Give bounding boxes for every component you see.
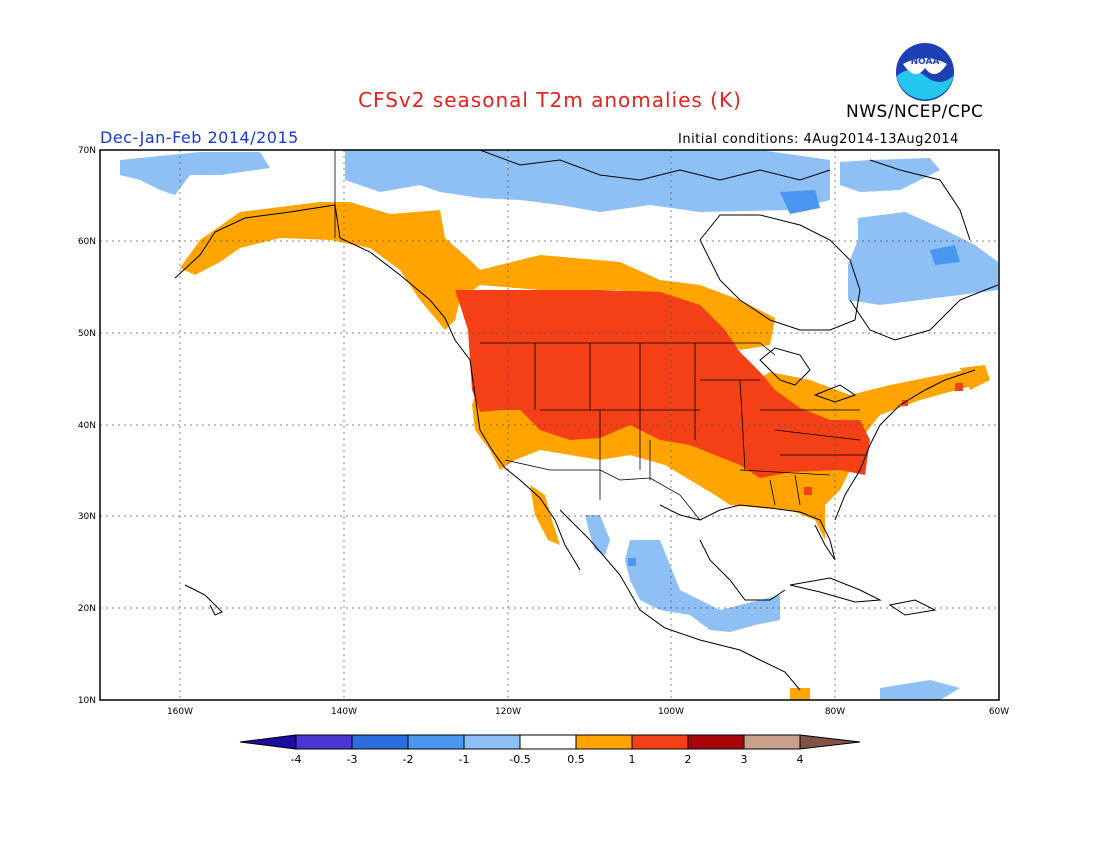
pacific-coast-mexico — [559, 509, 801, 691]
canada-us-border — [480, 342, 776, 356]
colorbar-segment — [519, 734, 577, 750]
colorbar-segment — [351, 734, 409, 750]
caribbean-cool-anomaly — [880, 680, 960, 700]
yucatan-coast — [699, 539, 786, 601]
mexico-cool-anomaly-dark — [628, 558, 636, 566]
lon-labels: 160W 140W 120W 100W 80W 60W — [167, 707, 1009, 717]
warm-anomaly-fleck — [902, 400, 908, 406]
central-america-warm-anomaly — [790, 688, 810, 700]
greenland-edge — [869, 159, 971, 241]
colorbar-segment — [295, 734, 353, 750]
colorbar-label: -1 — [459, 753, 470, 766]
season-label: Dec-Jan-Feb 2014/2015 — [100, 128, 299, 147]
colorbar-segment — [463, 734, 521, 750]
colorbar-label: -2 — [403, 753, 414, 766]
colorbar-label: -0.5 — [509, 753, 530, 766]
labrador-cool-anomaly — [848, 212, 998, 305]
colorbar-segment — [631, 734, 689, 750]
colorbar-label: -3 — [347, 753, 358, 766]
arctic-cool-anomaly — [345, 150, 830, 212]
colorbar-label: -4 — [291, 753, 302, 766]
colorbar-label: 4 — [797, 753, 804, 766]
colorbar-label: 2 — [685, 753, 692, 766]
mexico-cool-anomaly — [585, 515, 610, 555]
lon-label: 60W — [989, 707, 1009, 717]
colorbar-segment — [743, 734, 801, 750]
lon-label: 100W — [658, 707, 684, 717]
lat-label: 70N — [78, 146, 96, 156]
colorbar — [239, 734, 861, 750]
lat-label: 30N — [78, 512, 96, 522]
lon-label: 160W — [167, 707, 193, 717]
baja-warm-anomaly — [530, 485, 560, 545]
labrador-coast — [849, 284, 999, 341]
hawaii — [184, 584, 223, 616]
colorbar-labels: -4 -3 -2 -1 -0.5 0.5 1 2 3 4 — [291, 753, 804, 766]
east-coast-orange-strip — [960, 365, 990, 390]
colorbar-label: 0.5 — [567, 753, 585, 766]
map-title: CFSv2 seasonal T2m anomalies (K) — [358, 88, 742, 112]
lat-label: 60N — [78, 237, 96, 247]
svg-text:NOAA: NOAA — [911, 57, 940, 67]
lat-label: 40N — [78, 421, 96, 431]
colorbar-segment — [687, 734, 745, 750]
map-frame — [99, 149, 1000, 701]
borders — [334, 150, 865, 521]
labrador-cool-anomaly-dark — [930, 245, 960, 265]
agency-label: NWS/NCEP/CPC — [846, 102, 984, 122]
colorbar-label: 3 — [741, 753, 748, 766]
arctic-islands — [479, 150, 831, 181]
lat-label: 10N — [78, 696, 96, 706]
cuba — [789, 577, 882, 603]
northwest-warm-anomaly — [180, 202, 775, 350]
colorbar-min-arrow — [239, 734, 297, 750]
lat-labels: 70N 60N 50N 40N 30N 20N 10N — [78, 146, 96, 706]
noaa-logo-icon: NOAA — [896, 43, 954, 101]
colorbar-segment — [407, 734, 465, 750]
gulf-coast — [659, 504, 836, 561]
warm-anomaly-fleck — [804, 487, 812, 495]
alaska-north-cool-anomaly — [120, 152, 270, 195]
colorbar-label: 1 — [629, 753, 636, 766]
warm-anomaly-fleck — [955, 383, 963, 391]
graticule — [100, 150, 999, 700]
lat-label: 20N — [78, 604, 96, 614]
lat-label: 50N — [78, 329, 96, 339]
lon-label: 80W — [825, 707, 845, 717]
baffin-cool-anomaly — [840, 158, 940, 192]
alaska-coastline — [174, 204, 581, 571]
baffin-cool-anomaly-dark — [780, 190, 820, 214]
initial-conditions-label: Initial conditions: 4Aug2014-13Aug2014 — [678, 132, 959, 147]
colorbar-segment — [575, 734, 633, 750]
anomaly-fields — [120, 150, 998, 700]
central-warm-core — [455, 290, 870, 478]
lon-label: 120W — [495, 707, 521, 717]
hispaniola — [888, 599, 937, 616]
hudson-bay-coast — [699, 214, 861, 331]
great-lakes — [759, 347, 857, 403]
us-mexico-border — [504, 459, 701, 521]
colorbar-max-arrow — [799, 734, 861, 750]
lon-label: 140W — [331, 707, 357, 717]
mexico-cool-anomaly — [625, 540, 780, 632]
